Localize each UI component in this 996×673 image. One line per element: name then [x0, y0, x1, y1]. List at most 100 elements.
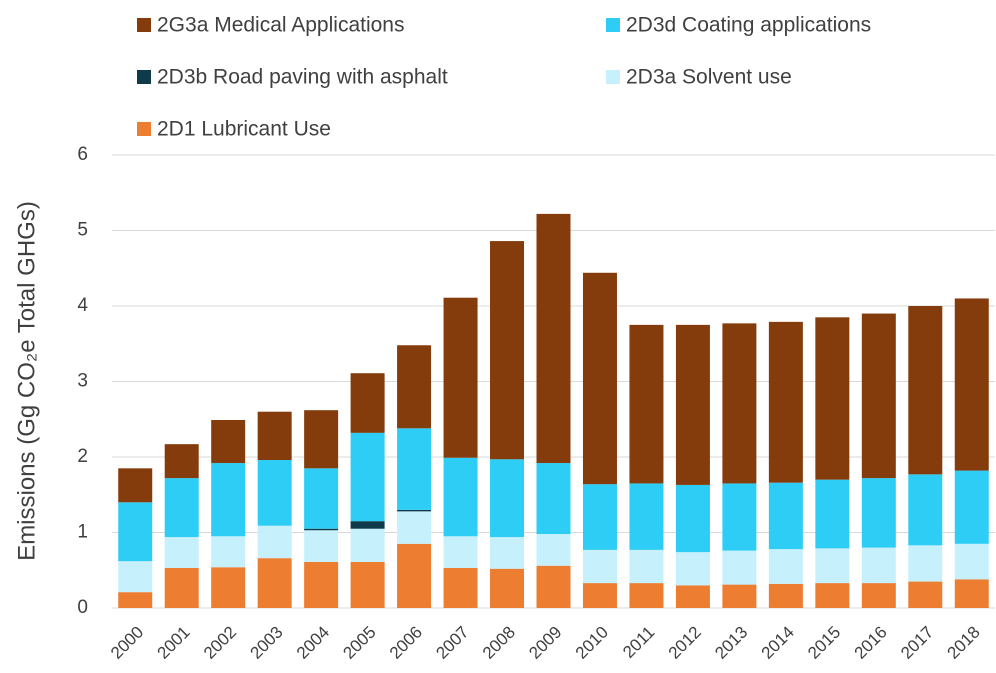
- x-tick-label: 2003: [246, 623, 286, 663]
- bar-segment: [815, 548, 850, 584]
- bar-segment: [397, 543, 432, 608]
- bar-segment: [350, 561, 385, 608]
- bar-segment: [954, 470, 989, 544]
- bar-segment: [954, 579, 989, 608]
- bar-segment: [629, 583, 664, 608]
- legend-label: 2D1 Lubricant Use: [157, 118, 331, 141]
- x-tick-label: 2018: [944, 623, 984, 663]
- bar-segment: [118, 468, 153, 503]
- bar-segment: [443, 567, 478, 608]
- bar-segment: [675, 552, 710, 586]
- bar-segment: [675, 585, 710, 608]
- bar-segment: [722, 483, 757, 551]
- legend-swatch: [137, 18, 151, 32]
- bar-segment: [722, 550, 757, 585]
- x-tick-label: 2006: [386, 623, 426, 663]
- x-tick-label: 2001: [154, 623, 194, 663]
- y-tick-label: 0: [77, 597, 88, 618]
- bar-segment: [211, 420, 246, 464]
- bar-segment: [443, 536, 478, 568]
- bar-segment: [768, 321, 803, 483]
- x-tick-label: 2015: [804, 623, 844, 663]
- bar-segment: [536, 565, 571, 608]
- bar-segment: [164, 537, 199, 568]
- bar-segment: [861, 478, 896, 548]
- bar-segment: [582, 484, 617, 550]
- bar-segment: [629, 549, 664, 584]
- bar-segment: [164, 478, 199, 538]
- bar-segment: [397, 345, 432, 429]
- x-tick-label: 2000: [107, 623, 147, 663]
- bar-segment: [908, 545, 943, 582]
- bar-segment: [954, 543, 989, 580]
- bar-segment: [815, 583, 850, 608]
- bar-segment: [908, 474, 943, 546]
- x-tick-label: 2009: [525, 623, 565, 663]
- x-tick-label: 2014: [758, 623, 798, 663]
- bar-segment: [536, 463, 571, 535]
- x-tick-label: 2016: [851, 623, 891, 663]
- bar-segment: [861, 313, 896, 479]
- x-tick-label: 2007: [432, 623, 472, 663]
- bar-segment: [350, 432, 385, 522]
- legend-label: 2G3a Medical Applications: [157, 14, 404, 37]
- bar-segment: [397, 511, 432, 544]
- bar-segment: [908, 581, 943, 608]
- bar-segment: [211, 536, 246, 568]
- legend-swatch: [137, 70, 151, 84]
- bar-segment: [582, 549, 617, 584]
- x-tick-label: 2010: [572, 623, 612, 663]
- bar-segment: [861, 583, 896, 608]
- legend-swatch: [606, 18, 620, 32]
- y-tick-label: 1: [77, 522, 88, 543]
- bar-segment: [629, 483, 664, 550]
- bar-segment: [304, 528, 339, 531]
- bar-segment: [443, 457, 478, 537]
- bar-segment: [257, 525, 292, 559]
- bar-segment: [629, 324, 664, 484]
- bar-segment: [582, 583, 617, 608]
- bar-segment: [490, 459, 525, 538]
- bar-segment: [768, 482, 803, 550]
- x-tick-label: 2013: [711, 623, 751, 663]
- bar-segment: [536, 213, 571, 464]
- bar-segment: [257, 411, 292, 461]
- bar-segment: [350, 528, 385, 562]
- y-axis-label: Emissions (Gg CO₂e Total GHGs): [13, 201, 40, 561]
- bar-segment: [490, 568, 525, 608]
- bar-segment: [536, 534, 571, 566]
- bar-segment: [164, 567, 199, 608]
- bar-segment: [304, 468, 339, 529]
- bar-segment: [257, 558, 292, 608]
- bar-segment: [768, 549, 803, 584]
- bar-segment: [118, 592, 153, 608]
- bar-segment: [768, 583, 803, 608]
- bar-segment: [164, 444, 199, 479]
- bar-segment: [861, 547, 896, 584]
- y-tick-label: 6: [77, 144, 88, 165]
- bar-segment: [490, 537, 525, 569]
- bar-segment: [350, 521, 385, 529]
- bar-segment: [211, 567, 246, 608]
- bar-segment: [675, 324, 710, 485]
- x-tick-label: 2012: [665, 623, 705, 663]
- legend-label: 2D3a Solvent use: [626, 66, 792, 89]
- bar-segment: [954, 298, 989, 471]
- legend-label: 2D3b Road paving with asphalt: [157, 66, 448, 89]
- bar-segment: [490, 241, 525, 460]
- bar-segment: [582, 272, 617, 485]
- x-tick-label: 2004: [293, 623, 333, 663]
- bar-segment: [397, 428, 432, 510]
- bar-segment: [722, 584, 757, 608]
- bar-segment: [304, 561, 339, 608]
- x-tick-label: 2005: [339, 623, 379, 663]
- x-tick-label: 2011: [619, 623, 658, 662]
- bar-segment: [443, 297, 478, 458]
- x-tick-label: 2017: [897, 623, 937, 663]
- bar-segment: [908, 306, 943, 475]
- y-tick-label: 3: [77, 371, 88, 392]
- legend-label: 2D3d Coating applications: [626, 14, 871, 37]
- y-tick-label: 5: [77, 220, 88, 241]
- bar-segment: [722, 323, 757, 484]
